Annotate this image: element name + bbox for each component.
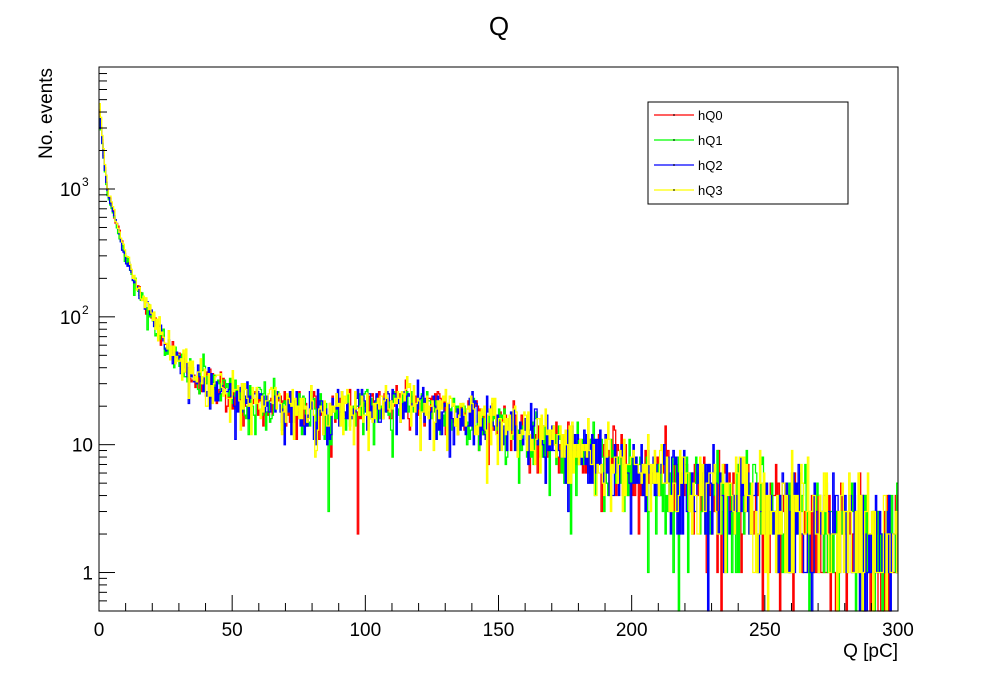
x-tick-label: 150 [483,620,515,641]
y-tick-exponent: 3 [82,175,89,189]
legend-label: hQ2 [698,158,723,173]
series-line-hq1 [99,116,898,612]
y-tick-label: 10 [60,180,81,201]
plot-layer [99,103,898,612]
legend-label: hQ3 [698,183,723,198]
x-tick-label: 250 [749,620,781,641]
x-tick-label: 50 [222,620,243,641]
legend-box [647,101,849,205]
series-line-hq3 [99,103,898,612]
y-axis-label: No. events [36,68,57,159]
y-tick-exponent: 2 [82,303,89,317]
x-tick-label: 100 [349,620,381,641]
legend-label: hQ1 [698,133,723,148]
x-tick-label: 0 [94,620,105,641]
legend-label: hQ0 [698,108,723,123]
chart-title: Q [489,11,509,41]
x-tick-label: 300 [882,620,914,641]
x-axis-label: Q [pC] [843,641,898,662]
y-tick-label: 10 [60,308,81,329]
x-tick-label: 200 [616,620,648,641]
y-tick-label: 1 [82,564,93,585]
legend: hQ0 hQ1 hQ2 hQ3 [647,101,849,205]
y-tick-label: 10 [72,436,93,457]
